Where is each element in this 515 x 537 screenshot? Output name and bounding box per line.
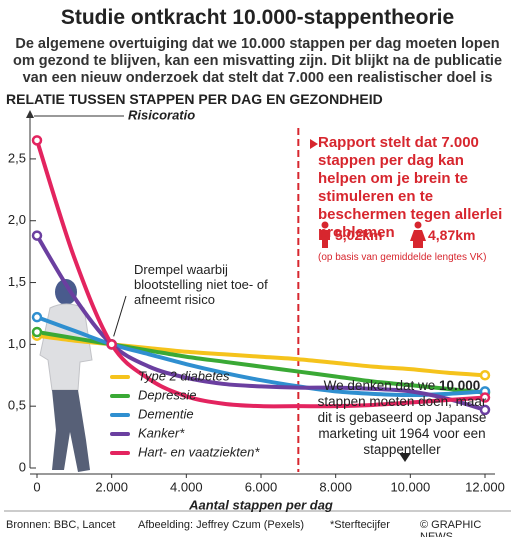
data-point xyxy=(106,339,117,350)
x-tick-label: 10.000 xyxy=(390,479,430,494)
pointer-triangle xyxy=(399,453,411,462)
y-tick-label: 0,5 xyxy=(8,398,26,413)
note-highlight: 10.000 xyxy=(439,378,481,393)
annotation: We denken dat we 10.000 stappen moeten d… xyxy=(316,378,488,458)
x-tick-label: 4.000 xyxy=(170,479,203,494)
x-tick-label: 2.000 xyxy=(95,479,128,494)
annotation-pointer xyxy=(113,295,127,337)
x-tick-label: 6.000 xyxy=(245,479,278,494)
data-point xyxy=(31,230,43,241)
distance-label: 4,87km xyxy=(428,227,476,243)
y-tick-label: 2,5 xyxy=(8,150,26,165)
y-tick-label: 1,0 xyxy=(8,336,26,351)
credit: © GRAPHIC NEWS xyxy=(420,519,482,537)
legend-label: Kanker* xyxy=(138,425,185,440)
y-tick-label: 0 xyxy=(19,459,26,474)
data-point xyxy=(479,404,491,416)
x-axis-label: Aantal stappen per dag xyxy=(188,497,333,512)
x-tick-label: 0 xyxy=(33,479,40,494)
note-arrow xyxy=(310,139,318,149)
annotation-note: (op basis van gemiddelde lengtes VK) xyxy=(318,252,487,263)
person-icon xyxy=(320,221,426,248)
annotation: Drempel waarbij blootstelling niet toe- … xyxy=(134,262,268,307)
y-tick-label: 1,5 xyxy=(8,274,26,289)
data-point xyxy=(31,326,43,338)
y-axis-arrow xyxy=(26,110,34,118)
note-text: We denken dat we xyxy=(323,378,436,393)
distance-label: 5,02km xyxy=(335,227,383,243)
data-point xyxy=(31,311,43,323)
series-line xyxy=(35,138,487,409)
footnote: *Sterftecijfer xyxy=(330,519,390,531)
legend-label: Dementie xyxy=(138,406,194,421)
data-point xyxy=(479,370,491,381)
annotation: Rapport stelt dat 7.000 stappen per dag … xyxy=(318,134,503,241)
legend-label: Hart- en vaatziekten* xyxy=(138,444,260,459)
image-credit: Afbeelding: Jeffrey Czum (Pexels) xyxy=(138,519,305,531)
chart-title: RELATIE TUSSEN STAPPEN PER DAG EN GEZOND… xyxy=(6,91,383,107)
x-tick-label: 12.000 xyxy=(465,479,505,494)
subtitle: De algemene overtuiging dat we 10.000 st… xyxy=(12,36,503,86)
legend-label: Depressie xyxy=(138,387,197,402)
title: Studie ontkracht 10.000-stappentheorie xyxy=(60,6,455,29)
y-tick-label: 2,0 xyxy=(8,212,26,227)
note-text: stappen moeten doen, maar dit is gebasee… xyxy=(317,394,487,457)
sources: Bronnen: BBC, Lancet xyxy=(6,519,116,531)
data-point xyxy=(31,135,43,146)
runner-figure xyxy=(39,279,93,472)
x-tick-label: 8.000 xyxy=(319,479,352,494)
legend-label: Type 2 diabetes xyxy=(138,368,230,383)
data-point xyxy=(479,392,491,403)
y-axis-label: Risicoratio xyxy=(128,107,195,122)
